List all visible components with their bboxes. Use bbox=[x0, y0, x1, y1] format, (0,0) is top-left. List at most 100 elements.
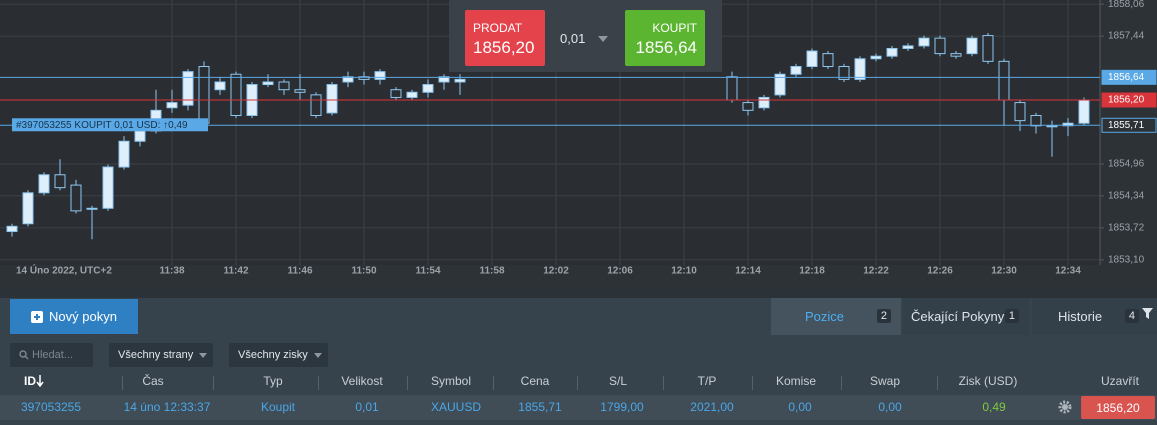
column-separator bbox=[936, 376, 938, 390]
candle-body bbox=[774, 73, 786, 96]
tab-count: 1 bbox=[1004, 309, 1019, 323]
tab[interactable]: Pozice 2 bbox=[771, 298, 901, 335]
candle-body bbox=[86, 207, 98, 210]
column-header: Typ bbox=[263, 374, 283, 388]
candle-body bbox=[742, 102, 754, 111]
candle-body bbox=[1062, 122, 1074, 127]
candle-body bbox=[230, 73, 242, 116]
cell: 0,01 bbox=[355, 400, 379, 414]
y-tick-label: 1854,96 bbox=[1108, 159, 1145, 170]
x-tick-label: 11:42 bbox=[223, 266, 248, 277]
x-axis-label: 14 Úno 2022, UTC+2 bbox=[16, 264, 112, 277]
y-tick-label: 1857,44 bbox=[1108, 31, 1145, 42]
sort-icon[interactable] bbox=[36, 375, 44, 387]
new-order-label: Nový pokyn bbox=[49, 309, 117, 324]
candle-body bbox=[854, 58, 866, 80]
candle-body bbox=[870, 55, 882, 60]
x-tick-label: 12:14 bbox=[735, 266, 761, 277]
candle-body bbox=[1078, 99, 1090, 124]
candle-body bbox=[102, 166, 114, 209]
candle-body bbox=[806, 50, 818, 68]
tab[interactable]: Čekající Pokyny 1 bbox=[903, 298, 1029, 335]
new-order-button[interactable]: Nový pokyn bbox=[10, 299, 138, 334]
candle-body bbox=[134, 130, 146, 142]
x-tick-label: 12:02 bbox=[543, 266, 569, 277]
settings-icon[interactable] bbox=[1058, 400, 1072, 414]
x-tick-label: 12:34 bbox=[1055, 266, 1081, 277]
buy-button[interactable]: KOUPIT 1856,64 bbox=[625, 10, 705, 66]
column-header: Uzavřít bbox=[1100, 374, 1140, 388]
search-icon bbox=[19, 350, 29, 360]
buy-price: 1856,64 bbox=[635, 38, 697, 57]
cell: 1799,00 bbox=[600, 400, 644, 414]
x-tick-label: 12:18 bbox=[799, 266, 825, 277]
cell: 0,00 bbox=[788, 400, 812, 414]
tab-label: Historie bbox=[1058, 309, 1103, 324]
search-input[interactable]: Hledat... bbox=[10, 343, 93, 367]
position-label-bg bbox=[12, 118, 208, 132]
volume-caret[interactable] bbox=[598, 36, 608, 42]
column-separator bbox=[317, 376, 319, 390]
close-button[interactable]: 1856,20 bbox=[1081, 396, 1155, 419]
candle-body bbox=[406, 91, 418, 98]
x-tick-label: 12:10 bbox=[671, 266, 697, 277]
profits-dropdown[interactable]: Všechny zisky bbox=[229, 343, 328, 367]
x-tick-label: 12:26 bbox=[927, 266, 953, 277]
candle-body bbox=[934, 37, 946, 55]
y-tick-label: 1853,72 bbox=[1108, 223, 1145, 234]
candle-body bbox=[1046, 125, 1058, 128]
candle-body bbox=[262, 81, 274, 86]
candle-body bbox=[358, 76, 370, 80]
price-label-bg bbox=[1101, 92, 1157, 108]
filter-icon[interactable] bbox=[1142, 308, 1154, 320]
sell-label: PRODAT bbox=[473, 21, 523, 35]
column-separator bbox=[576, 376, 578, 390]
candle-body bbox=[1030, 114, 1042, 127]
search-placeholder: Hledat... bbox=[32, 349, 73, 361]
column-header: Komise bbox=[775, 374, 817, 388]
column-header: Velikost bbox=[341, 374, 383, 388]
sides-dropdown[interactable]: Všechny strany bbox=[109, 343, 213, 367]
x-tick-label: 12:06 bbox=[607, 266, 633, 277]
y-tick-label: 1853,10 bbox=[1108, 254, 1145, 265]
tab-label: Pozice bbox=[805, 309, 845, 324]
gear-inner bbox=[1062, 404, 1068, 410]
sell-button[interactable]: PRODAT 1856,20 bbox=[465, 10, 545, 66]
column-header: Swap bbox=[869, 374, 901, 388]
tab[interactable]: Historie 4 bbox=[1032, 298, 1157, 335]
candle-body bbox=[902, 45, 914, 49]
candle-body bbox=[374, 71, 386, 80]
tab-count: 4 bbox=[1124, 309, 1139, 323]
candle-body bbox=[22, 192, 34, 225]
volume[interactable]: 0,01 bbox=[560, 31, 586, 46]
splitter[interactable] bbox=[0, 290, 1157, 298]
buy-label: KOUPIT bbox=[652, 21, 697, 35]
cell: 397053255 bbox=[20, 400, 82, 414]
column-header: T/P bbox=[697, 374, 717, 388]
cell: 14 úno 12:33:37 bbox=[123, 400, 211, 414]
candle-body bbox=[822, 53, 834, 68]
x-tick-label: 11:58 bbox=[479, 266, 504, 277]
column-header: Čas bbox=[142, 374, 164, 388]
candle-body bbox=[6, 225, 18, 232]
candle-body bbox=[182, 71, 194, 106]
column-separator bbox=[751, 376, 753, 390]
candle-body bbox=[886, 47, 898, 57]
sell-price: 1856,20 bbox=[473, 38, 535, 57]
gear-outer bbox=[1058, 400, 1072, 414]
candle-body bbox=[918, 37, 930, 47]
candle-body bbox=[1014, 102, 1026, 122]
candle-body bbox=[790, 66, 802, 75]
candle-body bbox=[38, 174, 50, 194]
cell: 2021,00 bbox=[690, 400, 734, 414]
tab-label: Čekající Pokyny bbox=[911, 309, 1005, 324]
candle-body bbox=[310, 94, 322, 116]
candle-body bbox=[726, 76, 738, 101]
x-tick-label: 12:30 bbox=[991, 266, 1017, 277]
plus-icon bbox=[31, 310, 44, 323]
candle-body bbox=[54, 174, 66, 189]
cell: Koupit bbox=[260, 400, 296, 414]
candle-body bbox=[966, 37, 978, 55]
row-bg bbox=[0, 395, 1157, 420]
